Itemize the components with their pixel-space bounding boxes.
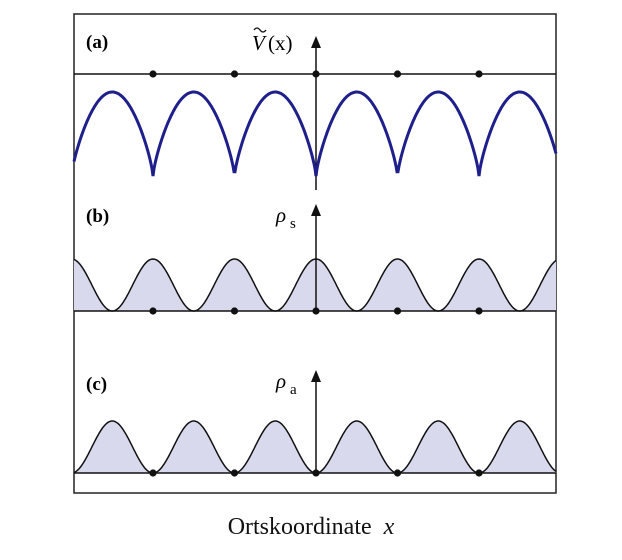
lattice-point (149, 70, 157, 78)
figure-frame (73, 13, 557, 494)
panel-a-axis-arg: (x) (268, 31, 293, 55)
panel-c-lattice-points (149, 469, 483, 477)
panel-b-axis-sub: s (290, 216, 296, 232)
antisymmetric-density-fill (74, 421, 556, 473)
panel-a: (a) V (x) (72, 27, 558, 190)
panel-b: (b) ρ s (73, 203, 557, 315)
symmetric-density-fill (74, 259, 556, 311)
panel-c-axis-arrow (311, 370, 321, 382)
lattice-point (393, 307, 402, 315)
panel-b-label: (b) (86, 206, 109, 227)
lattice-point (475, 469, 483, 477)
caption-text: Ortskoordinate (227, 514, 372, 540)
x-axis-caption: Ortskoordinate x (0, 514, 622, 541)
panel-b-axis-symbol: ρ (275, 203, 286, 227)
lattice-point (149, 307, 157, 315)
panel-b-lattice-points (149, 307, 483, 315)
tilde-mark (253, 27, 267, 33)
antisymmetric-density-curve (73, 420, 557, 474)
panel-c-axis-sub: a (290, 382, 297, 398)
potential-curve (72, 90, 558, 177)
caption-variable: x (383, 514, 395, 540)
panel-c-axis-symbol: ρ (275, 369, 286, 393)
lattice-point (393, 70, 402, 78)
lattice-point (475, 307, 483, 315)
lattice-point (230, 469, 239, 477)
lattice-point (230, 307, 239, 315)
panel-c-axis-label: ρ a (275, 369, 297, 398)
panel-c-label: (c) (86, 374, 107, 395)
panel-c: (c) ρ a (73, 369, 557, 477)
panel-a-axis-label: V (x) (252, 27, 293, 55)
panel-a-axis-arrow (311, 36, 321, 48)
symmetric-density-curve (73, 258, 557, 312)
lattice-point (230, 70, 239, 78)
lattice-point (149, 469, 157, 477)
panel-b-axis-label: ρ s (275, 203, 296, 232)
lattice-point (393, 469, 402, 477)
lattice-point (475, 70, 483, 78)
panel-b-axis-arrow (311, 204, 321, 216)
panel-a-label: (a) (86, 32, 108, 53)
panel-a-axis-symbol: V (252, 31, 267, 55)
